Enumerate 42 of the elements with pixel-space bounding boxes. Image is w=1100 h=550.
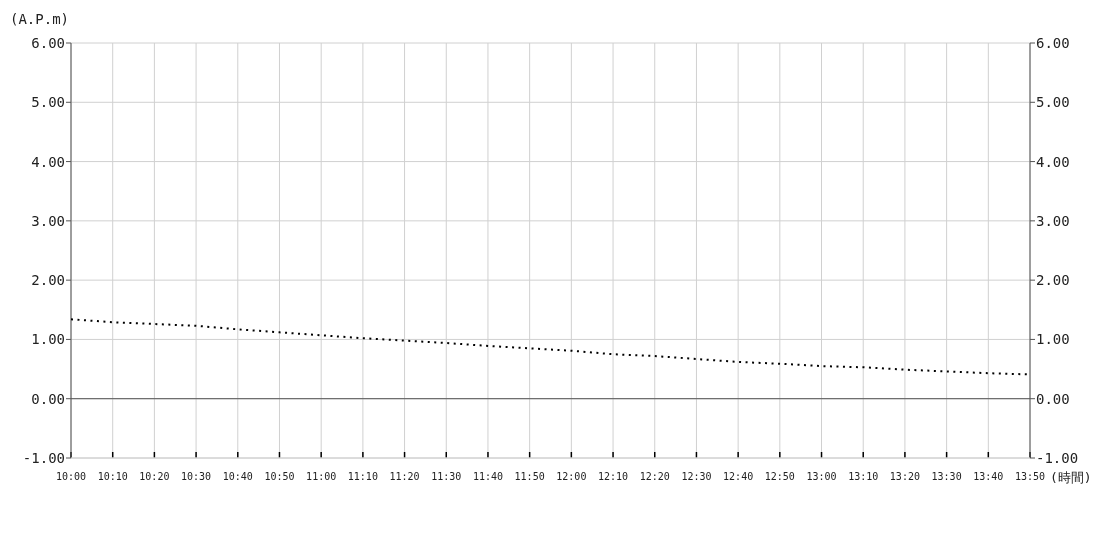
x-tick-label: 13:10 [848, 471, 879, 482]
y-tick-label: -1.00 [22, 450, 65, 466]
x-tick-label: 10:40 [222, 471, 253, 482]
x-tick-label: 13:50 [1014, 471, 1046, 482]
y-axis-title: (A.P.m) [10, 11, 70, 27]
x-tick-label: 12:20 [639, 471, 670, 482]
y-tick-label: 5.00 [31, 94, 65, 111]
x-axis-title: (時間) [1050, 470, 1092, 485]
y2-tick-label: 2.00 [1036, 272, 1070, 289]
x-tick-label: 10:30 [181, 471, 212, 482]
y-tick-label: 2.00 [31, 272, 65, 289]
x-tick-label: 11:10 [347, 471, 378, 482]
y-tick-label: 0.00 [31, 390, 65, 407]
x-tick-label: 11:50 [514, 471, 545, 482]
y2-tick-label: 0.00 [1036, 390, 1070, 407]
y2-tick-label: 6.00 [1036, 35, 1070, 51]
y2-tick-label: 3.00 [1036, 212, 1070, 229]
x-tick-label: 12:30 [681, 471, 712, 482]
x-tick-label: 13:20 [889, 471, 920, 482]
x-tick-label: 11:20 [389, 471, 420, 482]
x-tick-label: 12:10 [598, 471, 629, 482]
x-tick-label: 13:40 [973, 471, 1004, 482]
x-tick-label: 11:30 [431, 471, 462, 482]
y2-tick-label: -1.00 [1036, 450, 1079, 466]
y2-tick-label: 1.00 [1036, 331, 1070, 348]
y2-tick-label: 5.00 [1036, 94, 1070, 111]
y-tick-label: 6.00 [31, 35, 65, 51]
x-tick-label: 13:00 [806, 471, 837, 482]
x-tick-label: 11:40 [472, 471, 504, 482]
x-tick-label: 11:00 [306, 471, 337, 482]
x-tick-label: 12:40 [723, 471, 754, 482]
x-tick-label: 10:20 [139, 471, 170, 482]
y2-tick-label: 4.00 [1036, 153, 1070, 170]
x-tick-label: 12:50 [764, 471, 795, 482]
x-tick-label: 10:10 [97, 471, 128, 482]
x-tick-label: 13:30 [931, 471, 962, 482]
y-tick-label: 4.00 [31, 153, 65, 170]
x-tick-label: 12:00 [556, 471, 587, 482]
x-tick-label: 10:00 [55, 471, 87, 482]
x-tick-label: 10:50 [264, 471, 295, 482]
y-tick-label: 3.00 [31, 212, 65, 229]
y-tick-label: 1.00 [31, 331, 65, 348]
